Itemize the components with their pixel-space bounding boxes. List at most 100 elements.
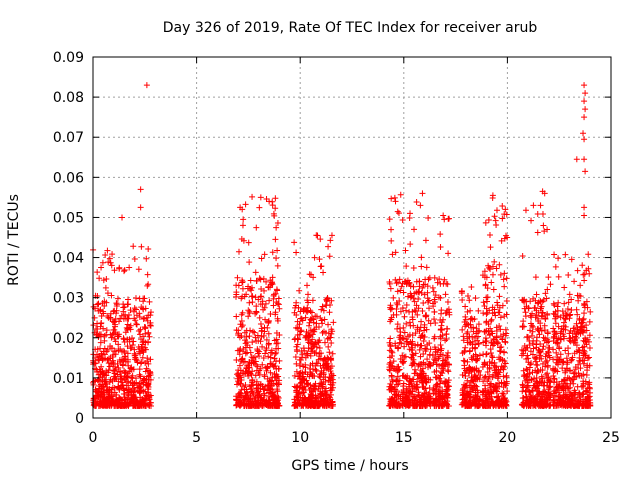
data-point	[553, 356, 560, 363]
data-point	[291, 383, 298, 390]
data-point	[574, 311, 581, 318]
data-point	[258, 286, 265, 293]
data-point	[473, 365, 480, 372]
data-point	[468, 401, 475, 408]
data-point	[432, 351, 439, 358]
data-point	[326, 309, 333, 316]
data-point	[520, 384, 527, 391]
data-point	[250, 401, 257, 408]
data-point	[472, 295, 479, 302]
data-point	[575, 347, 582, 354]
data-point	[116, 396, 123, 403]
data-point	[544, 370, 551, 377]
data-point	[581, 310, 588, 317]
data-point	[425, 361, 432, 368]
data-point	[538, 379, 545, 386]
data-point	[241, 394, 248, 401]
data-point	[300, 397, 307, 404]
data-point	[488, 393, 495, 400]
data-point	[483, 311, 490, 318]
data-point	[574, 292, 581, 299]
data-point	[521, 342, 528, 349]
data-point	[575, 361, 582, 368]
data-point	[322, 389, 329, 396]
data-point	[109, 359, 116, 366]
data-point	[404, 375, 411, 382]
data-point	[102, 380, 109, 387]
data-point	[527, 312, 534, 319]
data-point	[555, 273, 562, 280]
data-point	[431, 335, 438, 342]
data-point	[326, 394, 333, 401]
data-point	[271, 337, 278, 344]
data-point	[100, 395, 107, 402]
data-point	[387, 318, 394, 325]
data-point	[272, 350, 279, 357]
data-point	[388, 237, 395, 244]
data-point	[569, 395, 576, 402]
data-point	[96, 400, 103, 407]
data-point	[309, 336, 316, 343]
data-point	[298, 327, 305, 334]
data-point	[243, 389, 250, 396]
data-point	[274, 381, 281, 388]
data-point	[544, 311, 551, 318]
data-point	[395, 279, 402, 286]
data-point	[124, 315, 131, 322]
data-point	[327, 237, 334, 244]
data-point	[459, 389, 466, 396]
data-point	[411, 226, 418, 233]
data-point	[109, 384, 116, 391]
data-point	[483, 294, 490, 301]
data-point	[446, 215, 453, 222]
data-point	[559, 365, 566, 372]
data-point	[245, 283, 252, 290]
data-point	[566, 291, 573, 298]
data-point	[308, 348, 315, 355]
data-point	[291, 309, 298, 316]
data-point	[253, 224, 260, 231]
data-point	[524, 352, 531, 359]
data-point	[551, 387, 558, 394]
data-point	[238, 386, 245, 393]
data-point	[257, 321, 264, 328]
data-point	[573, 331, 580, 338]
data-point	[479, 391, 486, 398]
data-point	[582, 388, 589, 395]
data-point	[411, 370, 418, 377]
data-point	[145, 360, 152, 367]
data-point	[434, 279, 441, 286]
y-tick-label: 0.03	[53, 291, 84, 307]
data-point	[482, 373, 489, 380]
data-point	[246, 359, 253, 366]
data-point	[321, 339, 328, 346]
data-point	[108, 402, 115, 409]
data-point	[537, 298, 544, 305]
data-point	[243, 402, 250, 409]
data-point	[120, 315, 127, 322]
data-point	[483, 274, 490, 281]
data-point	[472, 402, 479, 409]
data-point	[97, 339, 104, 346]
data-point	[145, 381, 152, 388]
data-point	[119, 379, 126, 386]
data-point	[319, 329, 326, 336]
data-point	[586, 379, 593, 386]
data-point	[418, 370, 425, 377]
data-point	[302, 369, 309, 376]
data-point	[424, 341, 431, 348]
data-point	[409, 391, 416, 398]
data-point	[437, 244, 444, 251]
data-point	[129, 341, 136, 348]
data-point	[561, 300, 568, 307]
data-point	[403, 307, 410, 314]
data-point	[107, 343, 114, 350]
data-point	[488, 353, 495, 360]
data-point	[482, 282, 489, 289]
data-point	[438, 369, 445, 376]
data-point	[317, 374, 324, 381]
data-point	[468, 374, 475, 381]
data-point	[584, 400, 591, 407]
data-point	[416, 328, 423, 335]
